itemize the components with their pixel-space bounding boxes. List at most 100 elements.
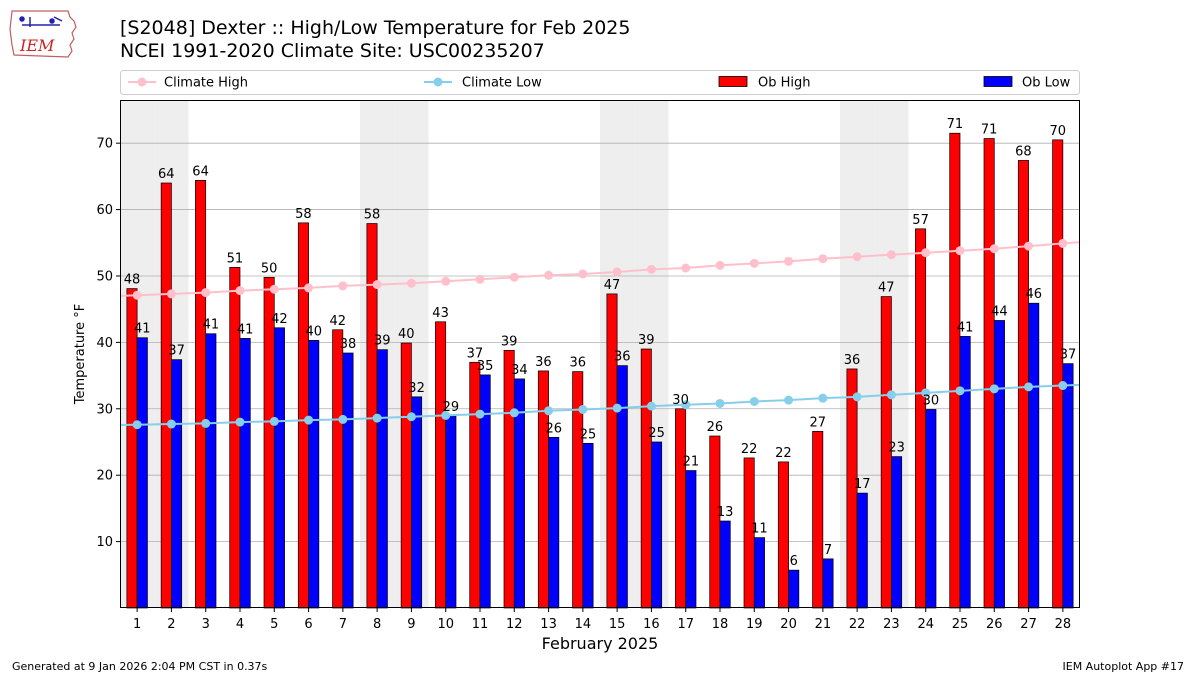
ob-low-bar: [959, 336, 971, 609]
ob-low-value-label: 39: [374, 334, 391, 349]
climate-high-point: [201, 288, 211, 298]
climate-high-point: [681, 263, 691, 273]
ob-high-value-label: 37: [467, 346, 484, 361]
ob-low-bar: [136, 337, 148, 609]
ob-high-value-label: 30: [672, 393, 689, 408]
x-tick-label: 22: [849, 617, 866, 632]
bars: [126, 132, 1074, 609]
climate-high-point: [372, 280, 382, 290]
climate-high-line: [119, 241, 1081, 297]
climate-low-point: [1058, 381, 1068, 391]
y-axis-label: Temperature °F: [73, 304, 88, 405]
ob-low-bar: [376, 349, 388, 609]
climate-high-point: [166, 289, 176, 299]
ob-high-value-label: 26: [707, 420, 724, 435]
climate-low-point: [372, 413, 382, 423]
climate-high-point: [304, 283, 314, 293]
ob-low-value-label: 41: [134, 322, 151, 337]
x-tick-label: 17: [677, 617, 694, 632]
climate-high-point: [1058, 238, 1068, 248]
climate-low-point: [406, 412, 416, 422]
climate-high-point: [612, 267, 622, 277]
y-tick-label: 40: [96, 336, 113, 351]
x-tick-label: 26: [986, 617, 1003, 632]
ob-high-value-label: 64: [192, 164, 209, 179]
legend-ob-high-label: Ob High: [758, 76, 811, 91]
ob-low-bar: [411, 396, 423, 609]
legend-climate-low: Climate Low: [424, 76, 542, 91]
legend-ob-high: Ob High: [718, 76, 811, 91]
x-tick-label: 7: [339, 617, 347, 632]
footer-generated: Generated at 9 Jan 2026 2:04 PM CST in 0…: [12, 660, 268, 673]
climate-low-point: [818, 393, 828, 403]
x-tick-label: 25: [952, 617, 969, 632]
ob-high-bar: [263, 276, 275, 609]
x-tick-label: 16: [643, 617, 660, 632]
legend-ob-low-label: Ob Low: [1022, 76, 1071, 91]
ob-high-value-label: 70: [1049, 124, 1066, 139]
climate-high-point: [989, 244, 999, 254]
climate-low-point: [749, 396, 759, 406]
y-tick-label: 10: [96, 535, 113, 550]
climate-low-point: [886, 390, 896, 400]
ob-low-bar: [891, 456, 903, 609]
climate-low-line: [119, 383, 1081, 427]
ob-high-value-label: 50: [261, 261, 278, 276]
climate-low-point: [715, 398, 725, 408]
x-tick-label: 27: [1020, 617, 1037, 632]
x-tick-label: 5: [270, 617, 278, 632]
ob-high-bar: [983, 138, 995, 609]
ob-high-value-label: 57: [912, 213, 929, 228]
ob-low-bar: [993, 320, 1005, 609]
ob-high-bar: [640, 348, 652, 609]
ob-high-bar: [777, 461, 789, 609]
ob-high-value-label: 68: [1015, 144, 1032, 159]
climate-high-point: [132, 290, 142, 300]
ob-high-value-label: 39: [501, 334, 518, 349]
ob-low-value-label: 37: [1060, 348, 1077, 363]
climate-low-point: [646, 401, 656, 411]
legend: Climate High Climate Low Ob High Ob Low: [120, 70, 1080, 95]
footer-app: IEM Autoplot App #17: [1062, 660, 1185, 673]
ob-high-bar: [915, 228, 927, 609]
climate-low-point: [235, 417, 245, 427]
x-tick-label: 2: [167, 617, 175, 632]
weather-station-icon: [19, 16, 63, 27]
climate-low-point: [955, 386, 965, 396]
climate-low-point: [578, 404, 588, 414]
iem-logo: IEM: [9, 10, 77, 58]
ob-low-bar: [1062, 363, 1074, 609]
ob-high-value-label: 36: [844, 353, 861, 368]
ob-low-bar: [651, 441, 663, 609]
ob-high-bar: [332, 329, 344, 609]
climate-low-point: [132, 420, 142, 430]
ob-high-bar: [1052, 139, 1064, 609]
ob-high-bar: [435, 321, 447, 609]
ob-low-bar: [719, 520, 731, 609]
x-tick-label: 20: [780, 617, 797, 632]
ob-low-bar: [1028, 302, 1040, 609]
ob-low-value-label: 29: [443, 400, 460, 415]
ob-low-bar: [856, 492, 868, 609]
ob-low-bar: [273, 327, 285, 609]
ob-high-value-label: 27: [809, 415, 826, 430]
climate-high-point: [886, 250, 896, 260]
ob-high-value-label: 71: [947, 117, 964, 132]
ob-low-bar: [308, 340, 320, 609]
ob-low-value-label: 46: [1025, 287, 1042, 302]
ob-low-bar: [616, 365, 628, 609]
ob-low-bar: [342, 352, 354, 609]
climate-high-point: [1024, 241, 1034, 251]
ob-low-bar: [822, 558, 834, 609]
ob-high-value-label: 47: [878, 281, 895, 296]
x-tick-label: 24: [917, 617, 934, 632]
x-tick-label: 15: [609, 617, 626, 632]
climate-high-point: [955, 246, 965, 256]
plot-frame: [120, 100, 1080, 608]
x-tick-label: 19: [746, 617, 763, 632]
chart-title: [S2048] Dexter :: High/Low Temperature f…: [120, 17, 631, 39]
legend-climate-high: Climate High: [128, 76, 248, 91]
ob-high-value-label: 64: [158, 167, 175, 182]
x-tick-label: 9: [407, 617, 415, 632]
